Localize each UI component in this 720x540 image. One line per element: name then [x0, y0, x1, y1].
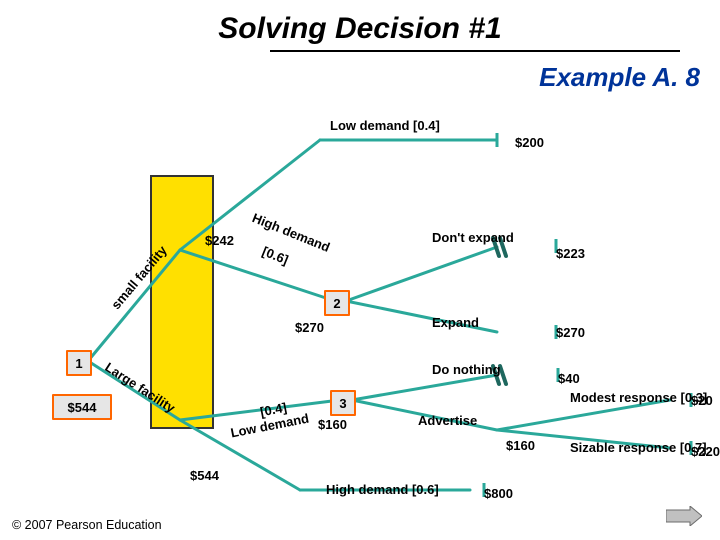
ev-160: $160 — [318, 417, 347, 432]
label-high-demand-bot: High demand [0.6] — [326, 482, 439, 497]
slide-title: Solving Decision #1 — [0, 12, 720, 46]
payoff-270: $270 — [556, 325, 585, 340]
payoff-220: $220 — [691, 444, 720, 459]
label-dont-expand: Don't expand — [432, 230, 514, 245]
ev-544: $544 — [190, 468, 219, 483]
ev-160b: $160 — [506, 438, 535, 453]
label-advertise: Advertise — [418, 413, 477, 428]
payoff-800: $800 — [484, 486, 513, 501]
ev-label-544: $544 — [52, 394, 112, 420]
slide-subtitle: Example A. 8 — [0, 62, 700, 93]
decision-node-2: 2 — [324, 290, 350, 316]
payoff-40: $40 — [558, 371, 580, 386]
label-high-demand: High demand — [250, 210, 332, 255]
label-sizable-response: Sizable response [0.7] — [570, 440, 707, 455]
payoff-20: $20 — [691, 393, 713, 408]
next-slide-arrow-icon[interactable] — [666, 506, 702, 526]
decision-node-3: 3 — [330, 390, 356, 416]
decision-node-1: 1 — [66, 350, 92, 376]
title-underline — [270, 50, 680, 52]
label-do-nothing: Do nothing — [432, 362, 501, 377]
payoff-223: $223 — [556, 246, 585, 261]
payoff-200: $200 — [515, 135, 544, 150]
label-high-demand-p: [0.6] — [260, 244, 290, 268]
label-expand: Expand — [432, 315, 479, 330]
copyright-text: © 2007 Pearson Education — [12, 518, 162, 532]
label-modest-response: Modest response [0.3] — [570, 390, 707, 405]
label-low-demand-top: Low demand [0.4] — [330, 118, 440, 133]
ev-242: $242 — [205, 233, 234, 248]
ev-270: $270 — [295, 320, 324, 335]
